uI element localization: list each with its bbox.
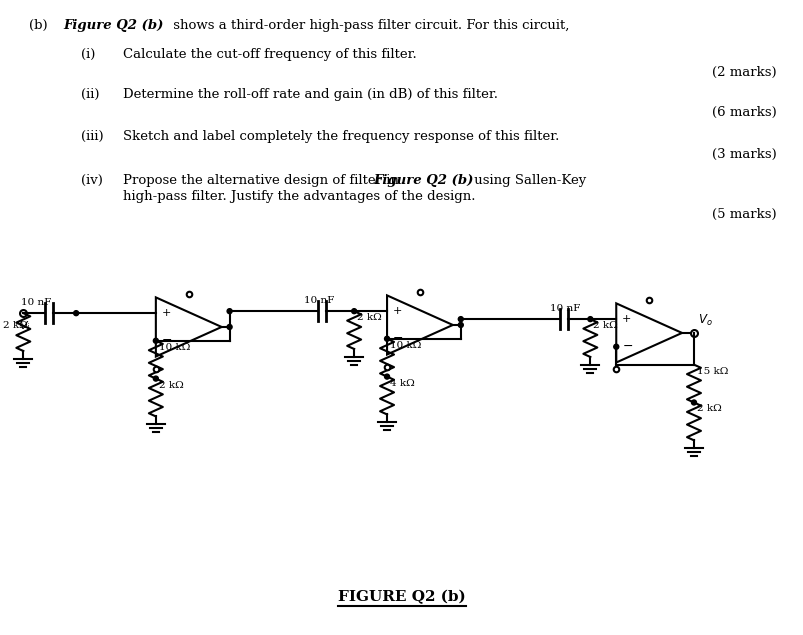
Text: −: − [161,334,172,347]
Text: 10 nF: 10 nF [550,304,580,313]
Text: 10 nF: 10 nF [22,298,51,307]
Text: FIGURE Q2 (b): FIGURE Q2 (b) [338,589,465,604]
Text: (iii): (iii) [81,130,104,143]
Text: 2 kΩ: 2 kΩ [3,321,28,330]
Circle shape [691,330,695,335]
Text: Sketch and label completely the frequency response of this filter.: Sketch and label completely the frequenc… [123,130,559,143]
Text: Figure Q2 (b): Figure Q2 (b) [63,19,163,32]
Circle shape [587,317,592,321]
Text: −: − [393,332,403,345]
Text: −: − [622,340,632,353]
Text: +: + [622,314,631,324]
Circle shape [153,338,158,344]
Circle shape [691,400,695,405]
Text: Figure Q2 (b): Figure Q2 (b) [373,173,473,187]
Text: (2 marks): (2 marks) [711,66,776,79]
Text: (5 marks): (5 marks) [711,208,776,220]
Text: 10 kΩ: 10 kΩ [159,343,190,352]
Text: shows a third-order high-pass filter circuit. For this circuit,: shows a third-order high-pass filter cir… [169,19,569,32]
Text: 2 kΩ: 2 kΩ [357,313,381,322]
Text: using Sallen-Key: using Sallen-Key [469,173,585,187]
Circle shape [458,323,463,328]
Text: 2 kΩ: 2 kΩ [696,404,721,413]
Text: (i): (i) [81,48,96,61]
Text: +: + [161,308,171,318]
Text: 4 kΩ: 4 kΩ [389,378,414,387]
Text: (6 marks): (6 marks) [711,106,776,119]
Text: 10 kΩ: 10 kΩ [389,341,421,350]
Text: 2 kΩ: 2 kΩ [159,380,183,390]
Text: high-pass filter. Justify the advantages of the design.: high-pass filter. Justify the advantages… [123,190,475,203]
Circle shape [74,311,79,316]
Circle shape [226,309,232,314]
Text: +: + [393,306,402,316]
Circle shape [351,309,357,314]
Text: (ii): (ii) [81,88,100,101]
Circle shape [458,317,463,321]
Text: Propose the alternative design of filter in: Propose the alternative design of filter… [123,173,402,187]
Circle shape [384,374,389,379]
Text: 15 kΩ: 15 kΩ [696,366,728,376]
Text: $V_o$: $V_o$ [697,313,711,328]
Text: (iv): (iv) [81,173,103,187]
Text: 2 kΩ: 2 kΩ [593,321,618,330]
Text: 10 nF: 10 nF [304,296,334,305]
Text: Calculate the cut-off frequency of this filter.: Calculate the cut-off frequency of this … [123,48,416,61]
Text: Determine the roll-off rate and gain (in dB) of this filter.: Determine the roll-off rate and gain (in… [123,88,497,101]
Circle shape [226,324,232,330]
Text: $V_i$: $V_i$ [19,319,31,333]
Text: (3 marks): (3 marks) [711,148,776,161]
Text: (b): (b) [29,19,48,32]
Circle shape [613,344,618,349]
Circle shape [384,337,389,341]
Circle shape [153,376,158,381]
